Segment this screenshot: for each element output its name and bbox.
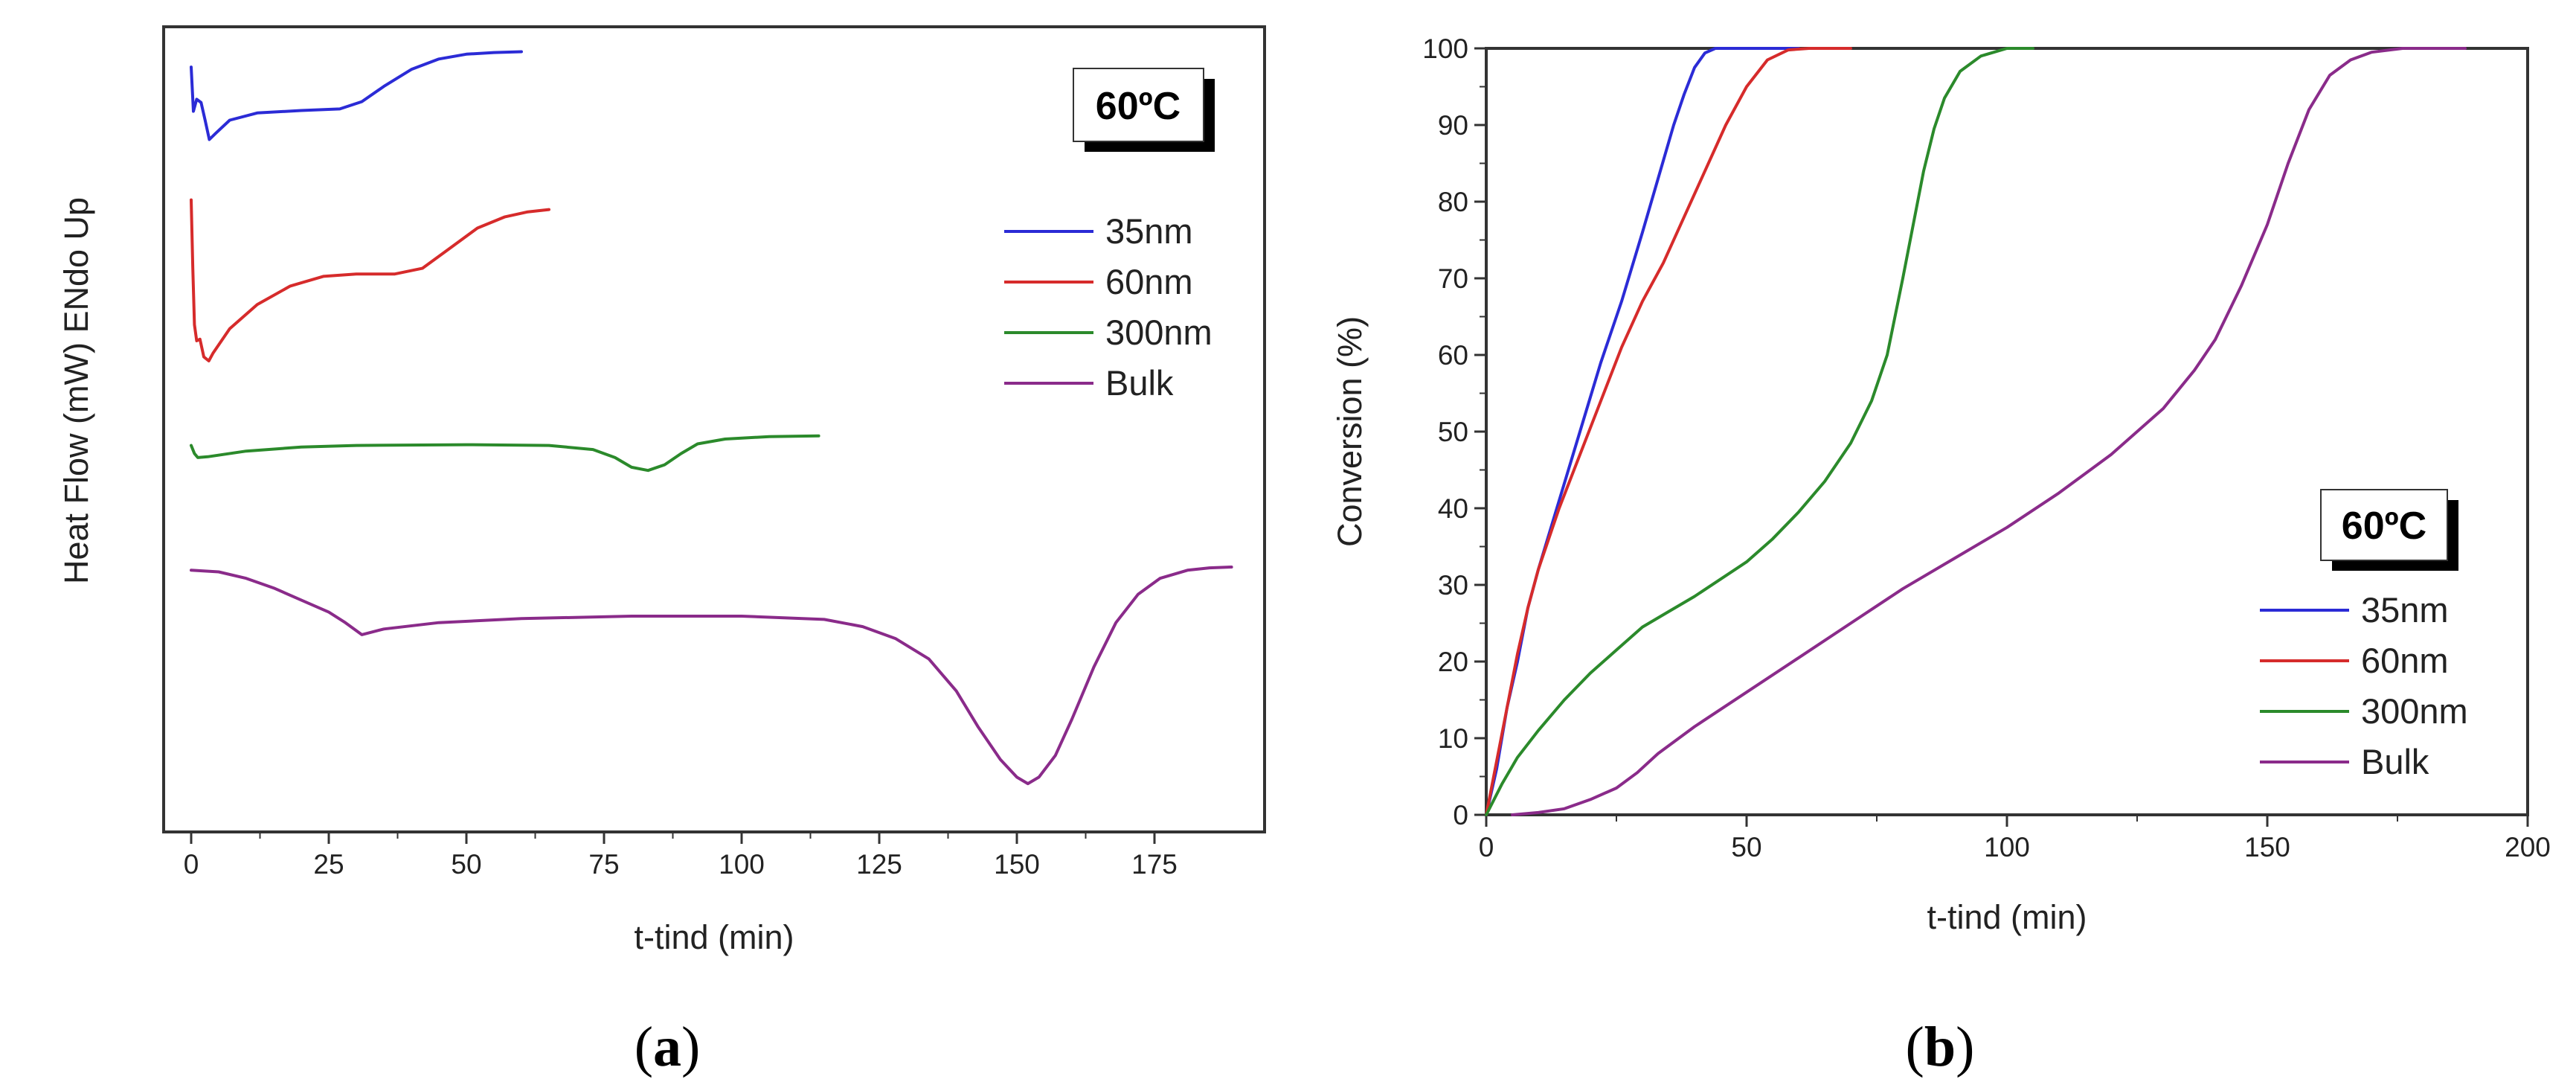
y-tick-label: 0 — [1453, 800, 1468, 830]
legend-item-bulk: Bulk — [2260, 742, 2429, 781]
x-tick-label: 100 — [719, 849, 765, 880]
panel-b-chart: 0 50 100 150 200 0 10 20 30 40 50 60 70 80 90 100 t-tin… — [1331, 33, 2551, 1078]
series-line-bulk — [1511, 47, 2467, 816]
series-line-bulk — [190, 566, 1233, 786]
y-axis-label-b: Conversion (%) — [1331, 316, 1369, 547]
series-group-a — [190, 50, 1233, 786]
x-axis-ticks-a: 0 25 50 75 100 125 150 175 — [184, 832, 1178, 880]
panel-label-b: (b) — [1906, 1016, 1975, 1078]
y-axis-label-a: Heat Flow (mW) ENdo Up — [57, 197, 95, 584]
temperature-annotation-b: 60ºC — [2320, 489, 2458, 571]
plot-frame-a — [162, 25, 1266, 833]
x-tick-label: 150 — [2244, 832, 2290, 862]
legend-label: Bulk — [1105, 363, 1174, 403]
svg-text:60ºC: 60ºC — [2342, 505, 2426, 548]
x-tick-label: 150 — [994, 849, 1040, 880]
y-tick-label: 90 — [1438, 110, 1468, 141]
legend-label: 35nm — [1105, 211, 1193, 251]
y-tick-label: 70 — [1438, 263, 1468, 294]
y-tick-label: 50 — [1438, 417, 1468, 447]
y-tick-label: 60 — [1438, 340, 1468, 371]
legend-label: 60nm — [1105, 262, 1193, 301]
axis-ticks-b: 0 50 100 150 200 0 10 20 30 40 50 60 70 80 90 100 — [1422, 33, 2551, 862]
legend-item-35nm: 35nm — [2260, 590, 2449, 630]
temperature-annotation-a: 60ºC — [1073, 68, 1215, 152]
legend-label: Bulk — [2361, 742, 2429, 781]
x-tick-label: 25 — [313, 849, 344, 880]
panel-label-a: (a) — [635, 1016, 701, 1078]
x-tick-label: 50 — [1731, 832, 1761, 862]
x-tick-label: 200 — [2505, 832, 2551, 862]
y-tick-label: 30 — [1438, 570, 1468, 601]
series-line-60nm — [190, 198, 550, 362]
x-tick-label: 175 — [1131, 849, 1178, 880]
legend-item-300nm: 300nm — [2260, 691, 2468, 731]
series-line-300nm — [1485, 47, 2034, 816]
legend-item-bulk: Bulk — [1004, 363, 1174, 403]
legend-label: 300nm — [2361, 691, 2468, 731]
legend-item-35nm: 35nm — [1004, 211, 1193, 251]
legend-a: 35nm 60nm 300nm Bulk — [1004, 211, 1212, 403]
y-tick-label: 20 — [1438, 647, 1468, 677]
x-tick-label: 50 — [451, 849, 481, 880]
svg-text:60ºC: 60ºC — [1096, 85, 1181, 128]
series-line-60nm — [1485, 47, 1852, 816]
legend-label: 35nm — [2361, 590, 2449, 630]
x-tick-label: 0 — [1479, 832, 1494, 862]
legend-label: 300nm — [1105, 313, 1212, 352]
y-tick-label: 100 — [1422, 33, 1468, 64]
x-axis-label-a: t-tind (min) — [634, 918, 794, 956]
x-tick-label: 0 — [184, 849, 199, 880]
x-tick-label: 75 — [588, 849, 619, 880]
series-line-300nm — [190, 434, 820, 473]
y-tick-label: 40 — [1438, 493, 1468, 524]
x-tick-label: 100 — [1984, 832, 2030, 862]
panel-a-chart: 0 25 50 75 100 125 150 175 t-tind (min) Heat Fl… — [57, 25, 1266, 1078]
legend-b: 35nm 60nm 300nm Bulk — [2260, 590, 2468, 781]
y-tick-label: 80 — [1438, 187, 1468, 217]
series-group-b — [1485, 47, 2467, 816]
x-axis-label-b: t-tind (min) — [1927, 898, 2087, 936]
legend-item-60nm: 60nm — [2260, 641, 2449, 680]
series-line-35nm — [1485, 47, 1800, 816]
legend-item-60nm: 60nm — [1004, 262, 1193, 301]
y-tick-label: 10 — [1438, 723, 1468, 754]
series-line-35nm — [190, 50, 523, 141]
legend-item-300nm: 300nm — [1004, 313, 1212, 352]
legend-label: 60nm — [2361, 641, 2449, 680]
x-tick-label: 125 — [856, 849, 902, 880]
